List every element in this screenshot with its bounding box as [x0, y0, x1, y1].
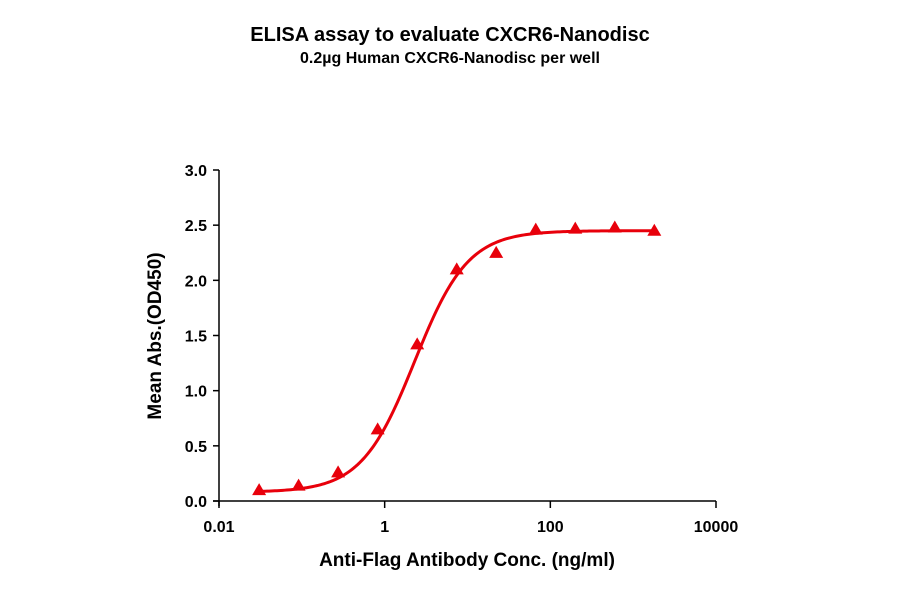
data-point-triangle	[410, 337, 425, 350]
x-tick-label: 10000	[694, 519, 739, 536]
y-tick-label: 1.5	[185, 329, 207, 346]
data-point-triangle	[489, 245, 504, 258]
data-point-triangle	[252, 483, 267, 496]
data-point-triangle	[331, 465, 346, 478]
data-markers	[252, 220, 662, 496]
x-tick-label: 0.01	[203, 519, 234, 536]
data-point-triangle	[291, 478, 306, 491]
y-tick-label: 2.0	[185, 273, 207, 290]
x-tick-label: 100	[537, 519, 564, 536]
data-point-triangle	[449, 262, 464, 275]
y-tick-label: 3.0	[185, 163, 207, 180]
x-tick-label: 1	[380, 519, 389, 536]
chart-title: ELISA assay to evaluate CXCR6-Nanodisc	[250, 24, 650, 46]
axes: 0.0 0.5 1.0 1.5 2.0 2.5 3.0 0.01 1 100 10000	[185, 163, 739, 536]
fit-curve	[259, 229, 655, 493]
x-axis-label: Anti-Flag Antibody Conc. (ng/ml)	[319, 550, 615, 571]
y-tick-label: 1.0	[185, 384, 207, 401]
y-tick-label: 2.5	[185, 218, 207, 235]
data-point-triangle	[647, 223, 662, 236]
y-tick-label: 0.5	[185, 439, 207, 456]
chart-subtitle: 0.2µg Human CXCR6-Nanodisc per well	[300, 50, 600, 67]
data-point-triangle	[370, 422, 385, 435]
data-point-triangle	[528, 222, 543, 235]
y-tick-label: 0.0	[185, 494, 207, 511]
data-point-triangle	[607, 220, 622, 233]
data-point-triangle	[568, 221, 583, 234]
y-axis-label: Mean Abs.(OD450)	[145, 252, 166, 419]
fit-curve-line	[259, 229, 655, 493]
